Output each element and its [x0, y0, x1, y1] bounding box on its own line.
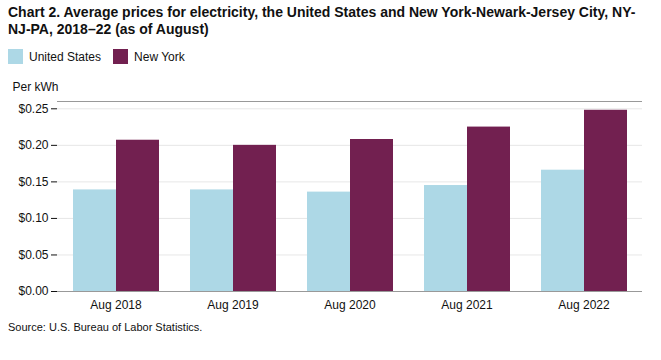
- html-text:New York: New York: [134, 49, 185, 64]
- svg-text:Aug 2022: Aug 2022: [558, 298, 610, 312]
- svg-text:$0.10: $0.10: [18, 211, 48, 225]
- svg-text:$0.20: $0.20: [18, 138, 48, 152]
- svg-text:$0.15: $0.15: [18, 175, 48, 189]
- svg-text:Aug 2021: Aug 2021: [441, 298, 493, 312]
- svg-text:Aug 2019: Aug 2019: [207, 298, 259, 312]
- html-text:Source: U.S. Bureau of Labor S: Source: U.S. Bureau of Labor Statistics.: [8, 321, 203, 333]
- svg-text:$0.00: $0.00: [18, 284, 48, 298]
- html-text:Chart 2. Average prices for el: Chart 2. Average prices for electricity,…: [8, 4, 636, 37]
- svg-text:Aug 2018: Aug 2018: [90, 298, 142, 312]
- svg-text:Per kWh: Per kWh: [13, 80, 59, 94]
- html-text:United States: United States: [29, 49, 101, 64]
- svg-text:$0.25: $0.25: [18, 102, 48, 116]
- svg-text:Aug 2020: Aug 2020: [324, 298, 376, 312]
- svg-text:$0.05: $0.05: [18, 248, 48, 262]
